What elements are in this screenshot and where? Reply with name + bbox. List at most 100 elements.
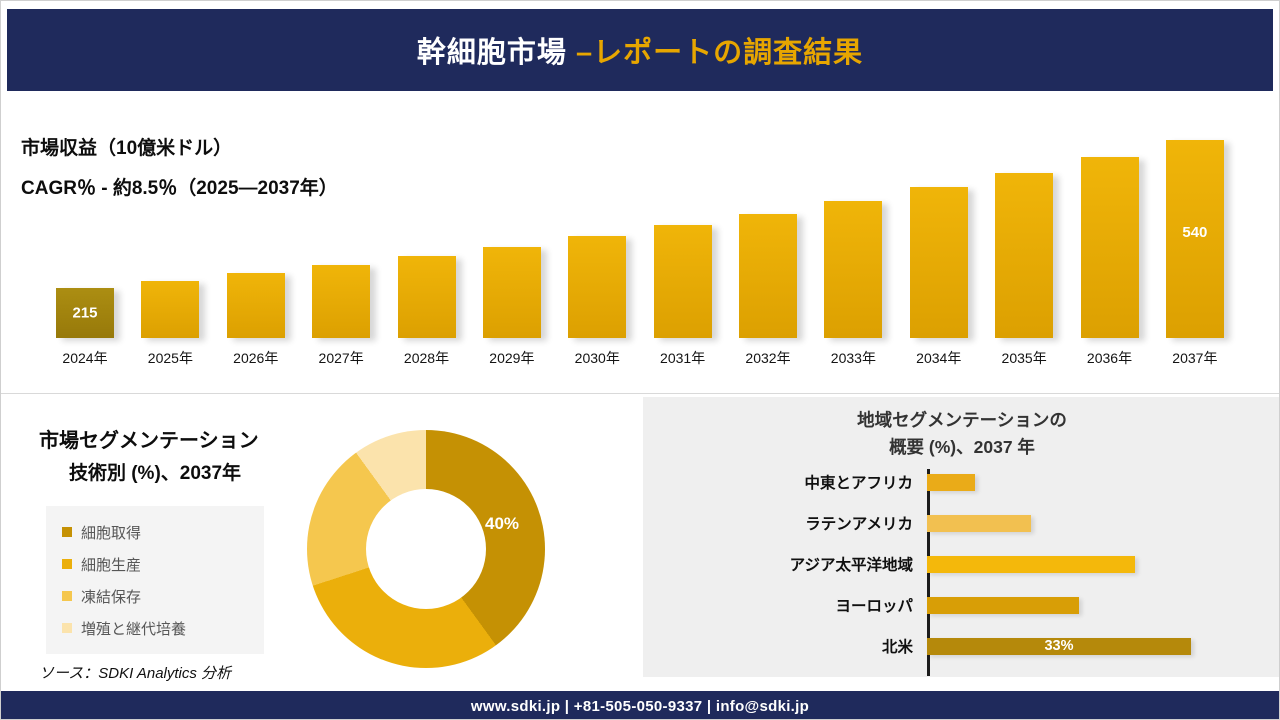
revenue-bar (568, 236, 627, 338)
bar-column-2033年: 2033年 (824, 201, 883, 368)
bar-column-2032年: 2032年 (739, 214, 797, 368)
bar-category-label: 2024年 (62, 350, 108, 366)
region-panel: 地域セグメンテーションの 概要 (%)、2037 年 中東とアフリカ ラテンアメリ… (643, 397, 1279, 677)
region-row-3: アジア太平洋地域 (665, 553, 1255, 574)
bar-column-2027年: 2027年 (312, 265, 371, 368)
bar-category-label: 2030年 (574, 350, 620, 366)
bar-value-label: 540 (1182, 224, 1208, 241)
revenue-cagr-note: CAGR％ - 約8.5％（2025―2037年） (21, 178, 338, 199)
region-row-4: ヨーロッパ (665, 594, 1255, 615)
page-title-main: 幹細胞市場 (416, 37, 576, 69)
legend-swatch (62, 623, 72, 633)
legend-item-1: 細胞取得 (62, 516, 248, 548)
revenue-bar: 215 (56, 288, 114, 338)
bar-column-2030年: 2030年 (568, 236, 627, 368)
page-title: 幹細胞市場 –レポートの調査結果 (417, 29, 863, 71)
donut-value-label: 40% (485, 514, 520, 533)
region-category-label: ヨーロッパ (835, 598, 913, 615)
revenue-bar (141, 281, 200, 338)
bar-column-2037年: 540 2037年 (1165, 140, 1224, 368)
region-category-label: アジア太平洋地域 (789, 557, 913, 574)
region-bar-value-label: 33% (1044, 638, 1074, 654)
revenue-bar (397, 256, 456, 338)
legend-swatch (62, 527, 72, 537)
bar-category-label: 2034年 (916, 350, 962, 366)
bar-column-2025年: 2025年 (141, 281, 200, 368)
revenue-bar (653, 225, 712, 338)
region-row-1: 中東とアフリカ (665, 471, 1255, 492)
legend-swatch (62, 591, 72, 601)
legend-swatch (62, 559, 72, 569)
bar-category-label: 2032年 (745, 350, 791, 366)
region-bar (927, 555, 1135, 573)
bar-column-2035年: 2035年 (995, 173, 1054, 368)
region-category-label: 中東とアフリカ (804, 475, 913, 492)
bar-column-2036年: 2036年 (1080, 157, 1139, 368)
region-bar: 33% (927, 637, 1191, 655)
source-note: ソース：SDKI Analytics 分析 (39, 665, 232, 682)
bar-category-label: 2026年 (233, 350, 279, 366)
bar-category-label: 2028年 (403, 350, 450, 366)
bar-column-2026年: 2026年 (226, 273, 285, 368)
legend-item-4: 増殖と継代培養 (62, 612, 248, 644)
bar-category-label: 2033年 (830, 350, 876, 366)
section-divider (1, 393, 1279, 394)
region-bar-cell: 33% (927, 637, 1255, 655)
revenue-axis-title: 市場収益（10億米ドル） (21, 138, 233, 159)
revenue-bar (482, 247, 541, 338)
bar-category-label: 2029年 (489, 350, 535, 366)
segmentation-panel: 市場セグメンテーション 技術別 (%)、2037年 細胞取得細胞生産凍結保存増殖… (1, 394, 642, 691)
bar-category-label: 2031年 (660, 350, 706, 366)
revenue-bar (739, 214, 797, 338)
region-title-line2: 概要 (%)、2037 年 (889, 437, 1035, 457)
page-title-accent: –レポートの調査結果 (575, 37, 864, 69)
revenue-bar-chart: 215 2024年 2025年 2026年 2027年 2028年 2029年 2030年 20… (56, 140, 1224, 368)
bar-category-label: 2036年 (1086, 350, 1133, 366)
region-axis-line (927, 469, 930, 676)
bar-category-label: 2027年 (318, 350, 364, 366)
legend-item-2: 細胞生産 (62, 548, 248, 580)
legend-item-3: 凍結保存 (62, 580, 248, 612)
legend-label: 細胞取得 (81, 524, 142, 542)
footer-bar: www.sdki.jp | +81-505-050-9337 | info@sd… (1, 691, 1279, 719)
segmentation-legend: 細胞取得細胞生産凍結保存増殖と継代培養 (46, 506, 264, 654)
region-row-2: ラテンアメリカ (665, 512, 1255, 533)
region-row-5: 北米 33% (665, 635, 1255, 656)
footer-contact: www.sdki.jp | +81-505-050-9337 | info@sd… (470, 697, 810, 715)
revenue-bar (312, 265, 371, 338)
region-bar-chart: 中東とアフリカ ラテンアメリカアジア太平洋地域ヨーロッパ北米 33% (665, 469, 1255, 676)
revenue-bar (995, 173, 1054, 338)
revenue-bar (1080, 157, 1139, 338)
legend-label: 凍結保存 (81, 588, 142, 606)
report-header: 幹細胞市場 –レポートの調査結果 (7, 9, 1273, 91)
region-bar-cell (927, 596, 1255, 614)
legend-label: 増殖と継代培養 (81, 620, 187, 638)
region-bar-cell (927, 555, 1255, 573)
revenue-bar (824, 201, 883, 338)
region-title-line1: 地域セグメンテーションの (857, 410, 1067, 430)
bar-value-label: 215 (72, 304, 98, 322)
region-category-label: 北米 (881, 639, 913, 656)
bar-column-2029年: 2029年 (482, 247, 541, 368)
technology-donut-chart: 40% (307, 430, 545, 668)
revenue-bar: 540 (1165, 140, 1224, 338)
legend-label: 細胞生産 (81, 556, 142, 574)
region-category-label: ラテンアメリカ (805, 516, 913, 533)
revenue-bar (909, 187, 968, 338)
bar-category-label: 2035年 (1001, 350, 1047, 366)
bar-category-label: 2037年 (1172, 350, 1218, 366)
bar-category-label: 2025年 (147, 350, 193, 366)
bar-column-2024年: 215 2024年 (56, 288, 114, 368)
bar-column-2031年: 2031年 (653, 225, 712, 368)
region-bar-cell (927, 473, 1255, 491)
region-bar-cell (927, 514, 1255, 532)
region-bar (927, 514, 1031, 532)
region-bar (927, 473, 975, 491)
segmentation-title-line2: 技術別 (%)、2037年 (68, 463, 242, 484)
bar-column-2028年: 2028年 (397, 256, 456, 368)
revenue-bar (226, 273, 285, 338)
segmentation-title-line1: 市場セグメンテーション (39, 430, 259, 452)
bar-column-2034年: 2034年 (909, 187, 968, 368)
region-bar (927, 596, 1079, 614)
